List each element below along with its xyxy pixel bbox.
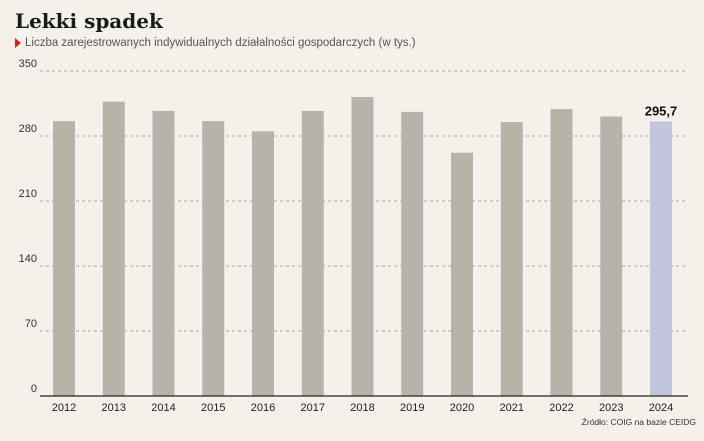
bar [152,110,175,396]
x-tick-label: 2023 [599,402,623,414]
x-tick-label: 2020 [450,402,474,414]
y-tick-label: 70 [25,318,37,330]
bar [53,121,75,397]
x-tick-label: 2016 [251,402,275,414]
data-label: 295,7 [645,103,678,118]
bar [202,121,225,397]
x-tick-label: 2019 [400,402,424,414]
x-tick-label: 2024 [649,402,673,414]
x-tick-label: 2022 [549,402,573,414]
x-tick-label: 2018 [350,402,374,414]
bar [401,111,424,396]
x-tick-label: 2015 [201,402,225,414]
bar [600,116,623,396]
x-tick-label: 2017 [301,402,325,414]
bar [301,110,324,396]
bar [500,122,523,397]
x-tick-label: 2021 [500,402,524,414]
y-tick-label: 210 [19,188,37,200]
bar [252,131,274,396]
y-tick-label: 0 [31,383,37,395]
triangle-marker-icon [15,38,21,48]
chart-title: Lekki spadek [15,9,163,33]
x-tick-label: 2012 [52,402,76,414]
subtitle-text: Liczba zarejestrowanych indywidualnych d… [25,37,416,49]
bar [451,152,473,396]
y-tick-label: 140 [19,253,37,265]
y-tick-label: 280 [19,123,37,135]
bar [650,121,672,397]
bar [102,101,125,397]
x-tick-label: 2014 [151,402,175,414]
source-note: Źródło: COIG na bazie CEIDG [581,417,696,427]
y-tick-label: 350 [19,58,37,70]
bar [550,109,573,397]
chart-subtitle: Liczba zarejestrowanych indywidualnych d… [15,37,416,49]
x-tick-label: 2013 [102,402,126,414]
bar [351,97,374,396]
